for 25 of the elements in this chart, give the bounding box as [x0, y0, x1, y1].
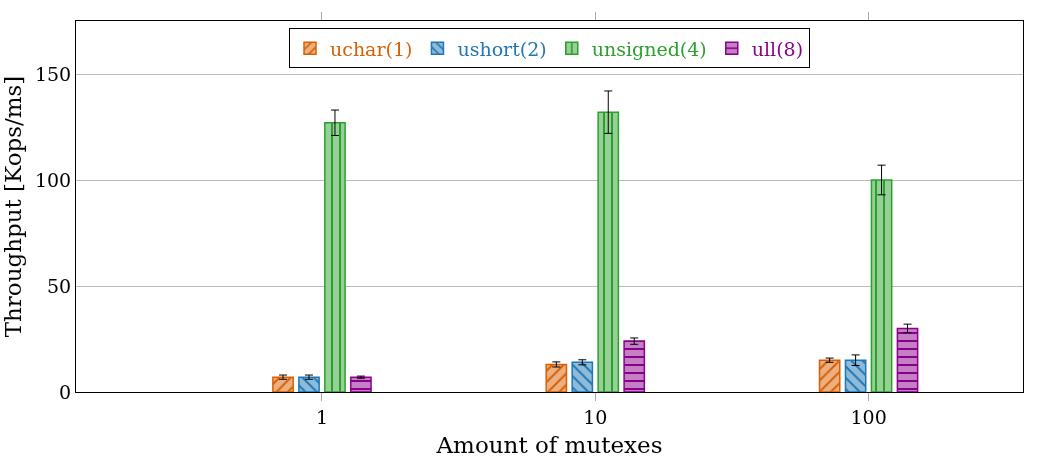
y-tick-label: 100	[34, 168, 72, 191]
bar	[597, 111, 620, 392]
bar	[298, 376, 320, 392]
x-tick-label: 1	[315, 405, 329, 428]
text: unsigned(4)	[591, 37, 707, 60]
y-axis-title: Throughput [Kops/ms]	[0, 75, 26, 338]
bar	[324, 122, 346, 392]
text: ull(8)	[751, 37, 804, 60]
bar	[870, 179, 893, 392]
bar	[272, 376, 294, 392]
bar	[350, 376, 372, 392]
y-tick-label: 0	[59, 380, 72, 403]
bar	[571, 361, 594, 392]
y-tick-label: 150	[34, 62, 72, 85]
x-axis-title: Amount of mutexes	[435, 432, 663, 459]
bar	[545, 363, 568, 392]
y-tick-label: 50	[47, 274, 72, 297]
text: uchar(1)	[330, 37, 413, 60]
bar	[896, 327, 919, 392]
x-tick-label: 100	[850, 405, 887, 428]
bar	[844, 359, 867, 392]
text: ushort(2)	[457, 37, 547, 60]
bar	[623, 340, 646, 392]
bar	[818, 359, 841, 392]
x-tick-label: 10	[583, 405, 608, 428]
